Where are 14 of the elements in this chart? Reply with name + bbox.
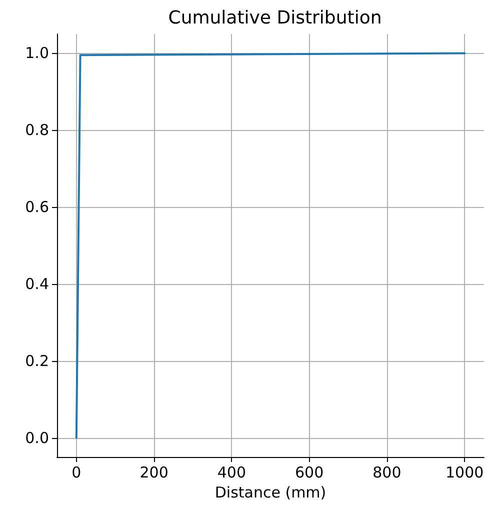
chart-title: Cumulative Distribution [168,8,382,28]
x-axis-title: Distance (mm) [214,483,326,502]
y-tick-label: 0.4 [25,274,49,293]
y-tick-label: 0.8 [25,121,49,140]
x-tick-label: 200 [140,464,168,482]
y-tick-label: 0.6 [25,198,49,216]
y-tick-label: 0.2 [25,352,49,370]
x-tick-label: 0 [72,464,82,482]
x-tick-label: 1000 [445,464,484,482]
x-tick-label: 800 [372,464,402,482]
x-tick-label: 600 [295,464,324,482]
x-tick-label: 400 [217,464,246,482]
y-tick-label: 0.0 [25,428,49,447]
y-tick-label: 1.0 [25,44,49,62]
